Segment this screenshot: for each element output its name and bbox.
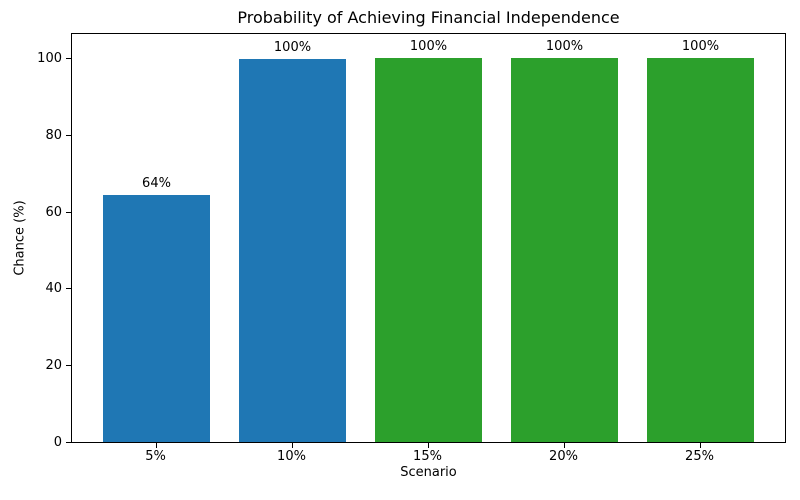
bar-value-label: 100% xyxy=(409,39,448,55)
x-tick-mark xyxy=(291,443,293,448)
y-tick-mark xyxy=(66,58,71,60)
bar-15% xyxy=(375,58,482,442)
x-tick-mark xyxy=(155,443,157,448)
plot-area: 64% 100% 100% 100% 100% xyxy=(71,33,786,443)
x-tick-label: 5% xyxy=(145,449,166,464)
y-tick-mark xyxy=(66,134,71,136)
x-tick-mark xyxy=(699,443,701,448)
x-tick-label: 20% xyxy=(549,449,578,464)
y-tick-label: 100 xyxy=(37,51,62,67)
y-tick-label: 0 xyxy=(53,435,62,450)
y-tick-mark xyxy=(66,442,71,443)
y-tick-mark xyxy=(66,211,71,213)
y-tick-mark xyxy=(66,365,71,367)
y-tick-label: 40 xyxy=(45,281,62,297)
y-tick-mark xyxy=(66,288,71,290)
bar-10% xyxy=(239,59,346,442)
bar-20% xyxy=(511,58,618,442)
x-tick-mark xyxy=(563,443,565,448)
x-tick-mark xyxy=(427,443,429,448)
y-tick-label: 20 xyxy=(45,358,62,374)
bar-value-label: 100% xyxy=(681,39,720,55)
bar-value-label: 100% xyxy=(545,39,584,55)
bar-25% xyxy=(647,58,754,442)
x-tick-label: 10% xyxy=(277,449,306,464)
y-tick-label: 80 xyxy=(45,127,62,143)
x-tick-label: 15% xyxy=(413,449,442,464)
bar-value-label: 100% xyxy=(273,40,312,56)
x-tick-label: 25% xyxy=(685,449,714,464)
x-axis-label: Scenario xyxy=(400,465,457,480)
y-tick-label: 60 xyxy=(45,204,62,220)
bar-5% xyxy=(103,195,210,442)
bar-value-label: 64% xyxy=(142,176,171,192)
chart-title: Probability of Achieving Financial Indep… xyxy=(237,8,620,27)
